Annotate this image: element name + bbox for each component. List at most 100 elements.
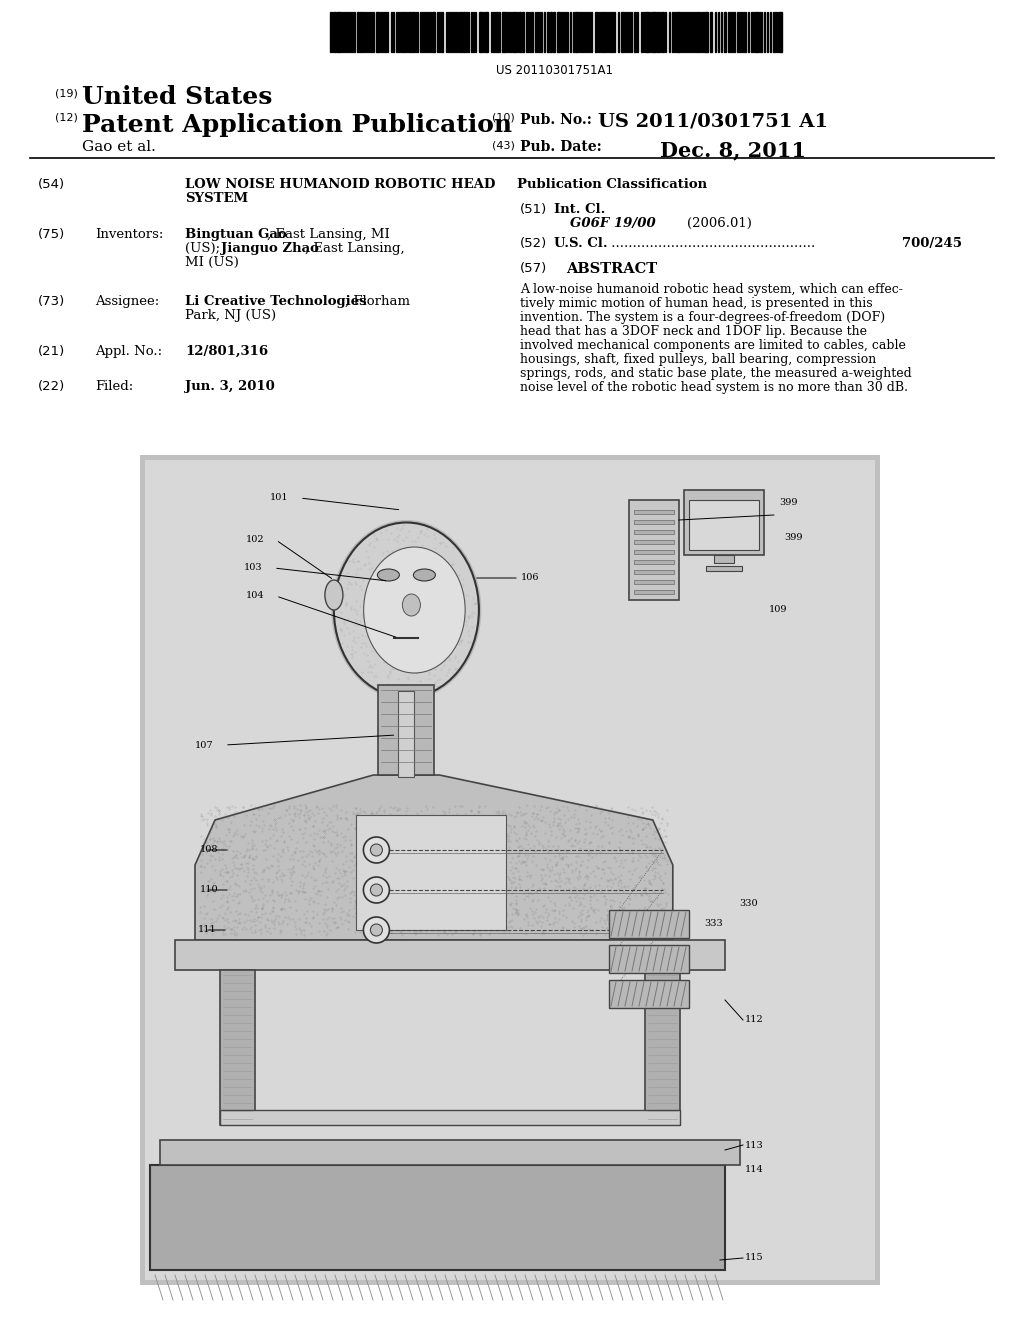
Bar [575,12,578,51]
Bar [676,12,680,51]
Circle shape [364,917,389,942]
Bar [657,12,659,51]
Text: (12): (12) [55,114,78,123]
Bar [779,12,782,51]
Text: 104: 104 [246,591,264,601]
Text: (US);: (US); [185,242,224,255]
Ellipse shape [402,594,421,616]
Text: (57): (57) [520,261,547,275]
Bar [337,12,341,51]
Text: 101: 101 [270,494,289,503]
Text: 103: 103 [244,564,262,573]
Ellipse shape [334,523,479,697]
Text: , East Lansing,: , East Lansing, [305,242,404,255]
Bar [634,540,674,544]
Bar [609,909,689,939]
Ellipse shape [325,579,343,610]
Text: noise level of the robotic head system is no more than 30 dB.: noise level of the robotic head system i… [520,381,908,393]
Bar [634,510,674,513]
Bar [609,979,689,1008]
Text: (75): (75) [38,228,66,242]
Text: 111: 111 [198,925,217,935]
Ellipse shape [414,569,435,581]
Bar [463,12,465,51]
Bar [652,12,656,51]
Bar [634,560,674,564]
Circle shape [364,837,389,863]
Text: springs, rods, and static base plate, the measured a-weighted: springs, rods, and static base plate, th… [520,367,911,380]
Text: Gao et al.: Gao et al. [82,140,156,154]
Bar [412,12,414,51]
Text: Jun. 3, 2010: Jun. 3, 2010 [185,380,274,393]
Bar [496,12,498,51]
Text: (2006.01): (2006.01) [687,216,752,230]
Text: (43): (43) [492,140,515,150]
Text: housings, shaft, fixed pulleys, ball bearing, compression: housings, shaft, fixed pulleys, ball bea… [520,352,877,366]
Text: (21): (21) [38,345,66,358]
Bar [662,12,664,51]
Text: Pub. No.:: Pub. No.: [520,114,592,127]
Bar [432,12,435,51]
Bar [522,12,524,51]
Bar [441,12,443,51]
Text: (54): (54) [38,178,66,191]
Bar [634,579,674,583]
Bar [634,520,674,524]
Bar [645,970,680,1125]
Text: 399: 399 [783,533,802,543]
Text: (51): (51) [520,203,547,216]
Text: 330: 330 [738,899,758,908]
Text: Dec. 8, 2011: Dec. 8, 2011 [660,140,806,160]
Text: (73): (73) [38,294,66,308]
Bar [384,12,386,51]
Text: Pub. Date:: Pub. Date: [520,140,602,154]
Bar [485,12,488,51]
Text: ................................................: ........................................… [607,238,819,249]
Bar [689,500,759,550]
Bar [519,12,521,51]
Text: Jianguo Zhao: Jianguo Zhao [221,242,318,255]
Bar [706,566,741,572]
Text: 115: 115 [745,1254,764,1262]
Polygon shape [195,775,673,940]
Text: 102: 102 [246,536,264,544]
Bar [634,590,674,594]
Circle shape [371,924,382,936]
Text: Bingtuan Gao: Bingtuan Gao [185,228,287,242]
Bar [621,12,624,51]
Text: Patent Application Publication: Patent Application Publication [82,114,512,137]
Text: 399: 399 [779,498,798,507]
Bar [645,12,649,51]
Bar [557,12,560,51]
Bar [360,12,362,51]
Text: 700/245: 700/245 [902,238,962,249]
Bar [609,945,689,973]
Text: United States: United States [82,84,272,110]
Text: Park, NJ (US): Park, NJ (US) [185,309,276,322]
Bar [334,12,336,51]
Bar [398,690,415,777]
Bar [710,12,712,51]
Bar [220,970,255,1125]
Bar [595,12,597,51]
Bar [160,1140,740,1166]
Text: invention. The system is a four-degrees-of-freedom (DOF): invention. The system is a four-degrees-… [520,312,885,323]
Text: 107: 107 [195,741,214,750]
Bar [140,455,880,1284]
Bar [376,12,379,51]
Bar [724,12,726,51]
Text: 109: 109 [769,606,787,615]
Text: 108: 108 [200,846,218,854]
Text: MI (US): MI (US) [185,256,239,269]
Bar [145,459,874,1280]
Ellipse shape [378,569,399,581]
Bar [697,12,699,51]
Ellipse shape [332,520,481,700]
Bar [409,12,411,51]
Bar [553,12,555,51]
Text: 113: 113 [745,1140,764,1150]
Text: Li Creative Technologies: Li Creative Technologies [185,294,367,308]
Text: Int. Cl.: Int. Cl. [554,203,605,216]
Bar [705,12,708,51]
Text: LOW NOISE HUMANOID ROBOTIC HEAD: LOW NOISE HUMANOID ROBOTIC HEAD [185,178,496,191]
